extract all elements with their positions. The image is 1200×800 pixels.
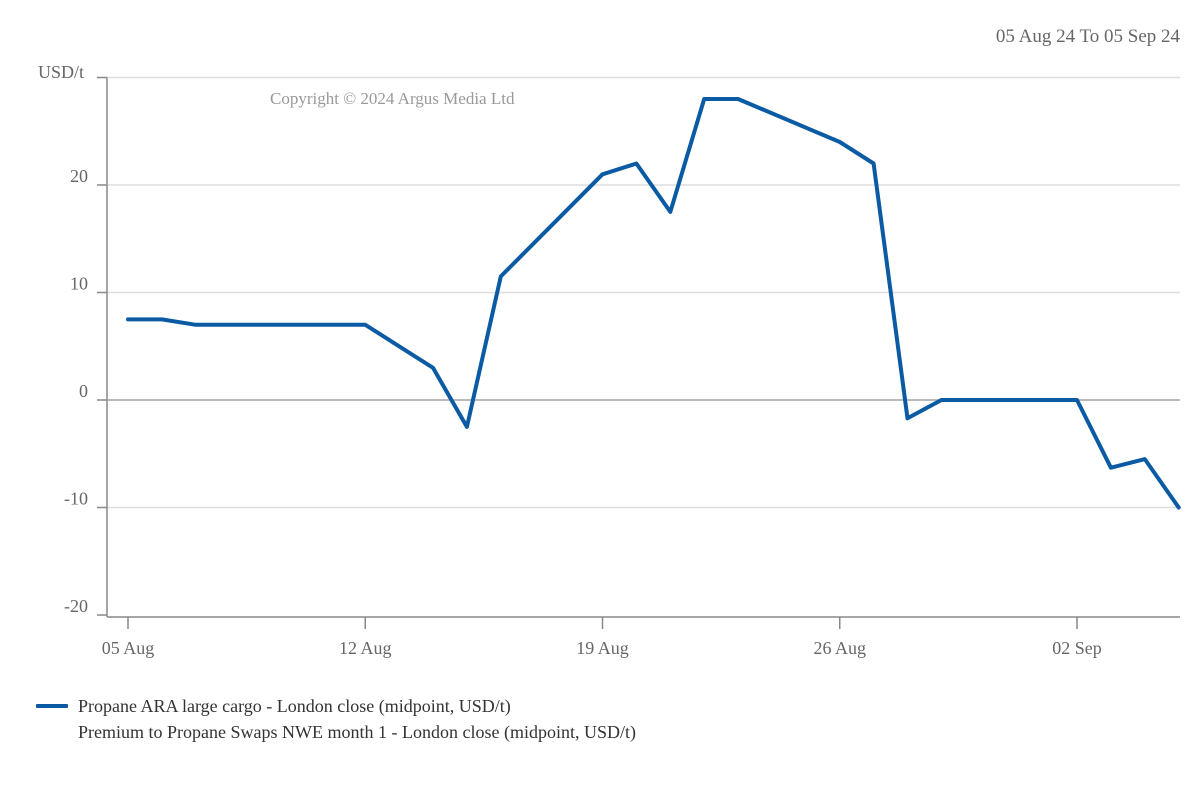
y-tick-label: 10 — [70, 274, 88, 294]
legend[interactable]: Propane ARA large cargo - London close (… — [36, 693, 636, 745]
y-axis-label: USD/t — [38, 62, 84, 82]
copyright-text: Copyright © 2024 Argus Media Ltd — [270, 89, 515, 108]
legend-label-line2: Premium to Propane Swaps NWE month 1 - L… — [78, 721, 636, 742]
y-tick-label: 20 — [70, 166, 88, 186]
x-tick-label: 12 Aug — [339, 638, 392, 658]
x-axis: 05 Aug 12 Aug 19 Aug 26 Aug 02 Sep — [102, 616, 1180, 658]
y-tick-label: -20 — [64, 596, 88, 616]
series-line — [126, 97, 1181, 510]
x-tick-label: 19 Aug — [576, 638, 629, 658]
legend-swatch — [36, 704, 68, 708]
x-tick-label: 02 Sep — [1052, 638, 1102, 658]
legend-item[interactable]: Propane ARA large cargo - London close (… — [36, 693, 636, 719]
y-tick-label: -10 — [64, 489, 88, 509]
date-range: 05 Aug 24 To 05 Sep 24 — [995, 26, 1180, 47]
grid-lines — [107, 76, 1180, 509]
y-axis: -20 -10 0 10 20 — [64, 76, 108, 617]
x-tick-label: 26 Aug — [813, 638, 866, 658]
y-tick-label: 0 — [79, 381, 88, 401]
legend-label: Propane ARA large cargo - London close (… — [78, 695, 511, 716]
x-tick-label: 05 Aug — [102, 638, 155, 658]
series-layer — [126, 97, 1181, 510]
